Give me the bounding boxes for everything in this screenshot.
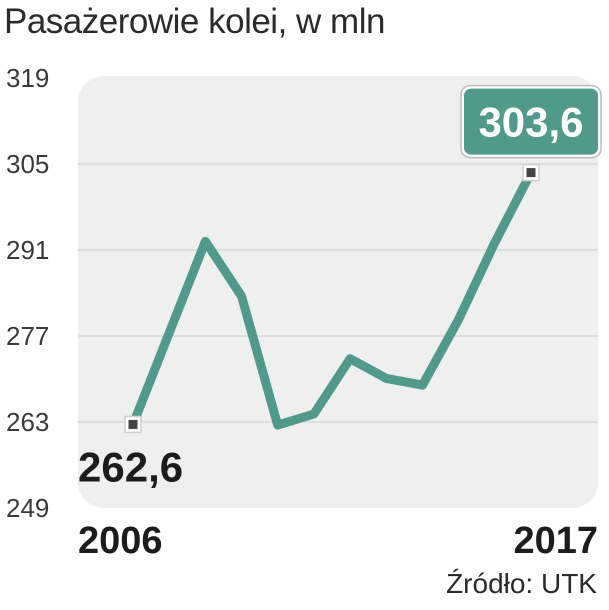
y-tick-label: 319 <box>6 63 49 93</box>
point-markers <box>124 163 540 434</box>
y-axis-ticks: 319 305 291 277 263 249 <box>6 63 49 523</box>
first-value-label: 262,6 <box>78 443 183 490</box>
source-note: Źródło: UTK <box>446 568 597 599</box>
plot-background <box>78 76 598 508</box>
x-axis-labels: 2006 2017 <box>78 520 598 562</box>
y-tick-label: 305 <box>6 149 49 179</box>
value-labels: 262,6 303,6 <box>78 84 602 490</box>
y-tick-label: 277 <box>6 321 49 351</box>
series-group <box>128 168 536 430</box>
x-label-end: 2017 <box>513 520 598 562</box>
point-marker-core <box>128 419 138 429</box>
x-label-start: 2006 <box>78 520 163 562</box>
y-tick-label: 263 <box>6 407 49 437</box>
last-value-box <box>464 88 598 155</box>
series-line <box>128 168 536 430</box>
last-value-label: 303,6 <box>478 99 583 146</box>
point-marker-core <box>526 168 536 178</box>
chart-title: Pasażerowie kolei, w mln <box>4 2 385 41</box>
y-tick-label: 291 <box>6 235 49 265</box>
y-tick-label: 249 <box>6 493 49 523</box>
